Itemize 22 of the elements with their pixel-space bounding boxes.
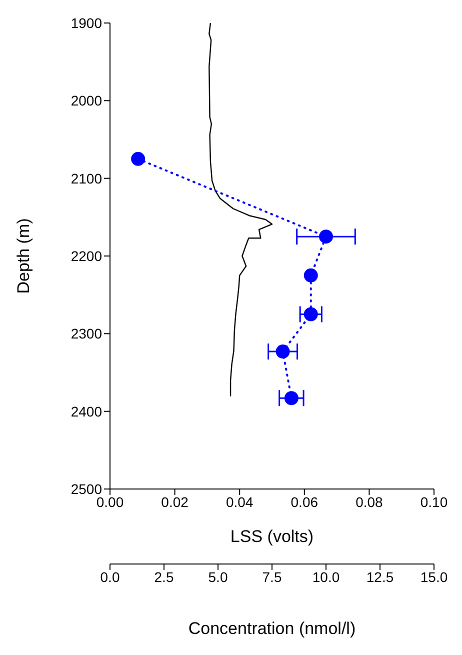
y-axis-title: Depth (m) — [14, 218, 34, 294]
y-tick-label: 2300 — [70, 326, 102, 342]
x2-tick-label: 12.5 — [366, 568, 394, 585]
x2-tick-label: 2.5 — [154, 568, 174, 585]
x-tick-label: 0.02 — [161, 494, 189, 510]
x2-tick-label: 10.0 — [312, 568, 340, 585]
y-tick-label: 1900 — [70, 14, 102, 31]
x-tick-label: 0.06 — [290, 494, 318, 510]
x-tick-label: 0.04 — [226, 494, 254, 510]
y-tick-label: 2100 — [70, 170, 102, 186]
x2-axis-title: Concentration (nmol/l) — [188, 619, 356, 638]
x-tick-label: 0.08 — [356, 494, 384, 510]
y-tick-label: 2200 — [70, 248, 102, 264]
x-axis-title: LSS (volts) — [230, 527, 314, 546]
x2-tick-label: 15.0 — [420, 568, 448, 585]
x2-tick-label: 7.5 — [262, 568, 282, 585]
x-tick-label: 0.10 — [420, 494, 448, 510]
line-series — [208, 23, 273, 396]
y-tick-label: 2400 — [70, 403, 102, 420]
x2-tick-label: 5.0 — [208, 568, 228, 585]
y-tick-label: 2000 — [70, 92, 102, 109]
x2-tick-label: 0.0 — [100, 568, 120, 585]
